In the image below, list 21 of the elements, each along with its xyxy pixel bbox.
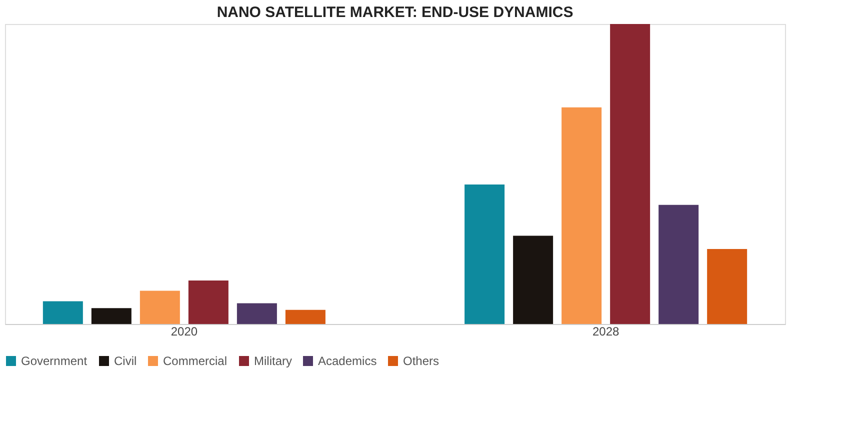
x-tick-label: 2028 [592, 324, 620, 338]
bar [513, 236, 554, 324]
chart-title: NANO SATELLITE MARKET: END-USE DYNAMICS [216, 4, 574, 21]
bar [464, 184, 505, 324]
bar [140, 290, 180, 324]
legend-label: Commercial [163, 354, 228, 368]
bar [610, 24, 650, 324]
bar [658, 204, 699, 324]
bar [42, 301, 83, 324]
bar [285, 310, 326, 324]
x-tick-label: 2020 [170, 324, 198, 338]
legend-label: Military [254, 354, 292, 368]
legend-label: Academics [318, 354, 377, 368]
legend-label: Others [403, 354, 440, 368]
legend-label: Civil [114, 354, 137, 368]
legend-label: Government [21, 354, 88, 368]
bar [188, 280, 228, 324]
bar [707, 249, 748, 324]
bar [236, 303, 277, 324]
bar [91, 308, 132, 324]
bar [562, 107, 602, 324]
